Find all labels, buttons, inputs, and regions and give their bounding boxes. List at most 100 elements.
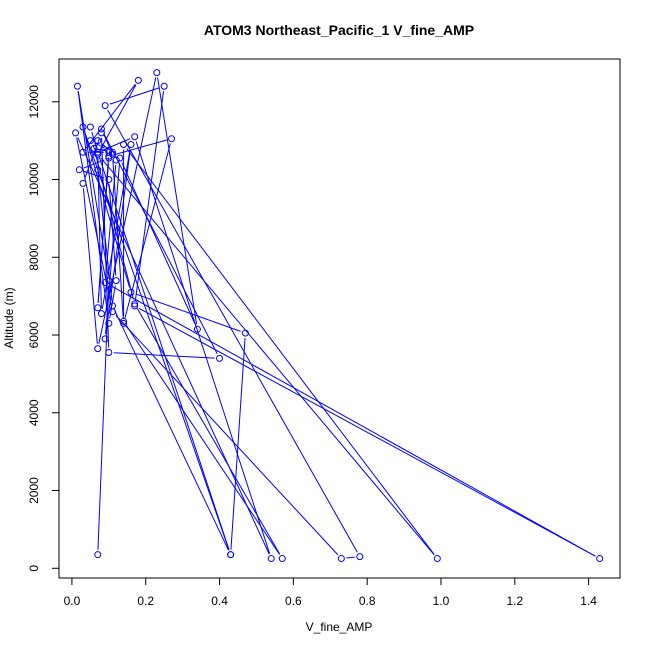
- series-segment: [135, 293, 241, 332]
- x-tick-label: 1.2: [506, 594, 523, 608]
- data-point: [105, 176, 113, 184]
- data-point: [73, 82, 81, 90]
- series-segment: [109, 285, 116, 319]
- series-segment: [126, 148, 435, 555]
- x-tick-label: 0.0: [64, 594, 81, 608]
- data-point: [105, 319, 113, 327]
- y-tick-label: 10000: [27, 163, 41, 197]
- data-point: [112, 156, 120, 164]
- x-tick-label: 1.4: [580, 594, 597, 608]
- data-point: [94, 345, 102, 353]
- data-point: [101, 102, 109, 110]
- series-segment: [77, 137, 270, 555]
- series-segment: [84, 137, 101, 179]
- series-segment: [124, 143, 171, 319]
- series-segment: [77, 91, 109, 276]
- x-tick-label: 0.8: [359, 594, 376, 608]
- data-point: [94, 137, 102, 145]
- x-tick-label: 0.4: [211, 594, 228, 608]
- data-point: [109, 308, 117, 316]
- y-tick-label: 4000: [27, 399, 41, 426]
- series-segment: [125, 325, 280, 555]
- data-point: [116, 154, 124, 162]
- data-point: [153, 69, 161, 77]
- y-tick-label: 6000: [27, 321, 41, 348]
- y-axis: 0 2000 4000 6000 8000 10000 12000: [27, 85, 60, 572]
- series-segment: [230, 338, 246, 550]
- data-point: [79, 123, 87, 131]
- series-segment: [76, 137, 112, 307]
- data-point: [216, 354, 224, 362]
- data-point: [356, 553, 364, 561]
- data-point: [134, 76, 142, 84]
- series-layer: [72, 69, 604, 563]
- series-segment: [113, 352, 215, 359]
- y-tick-label: 8000: [27, 244, 41, 271]
- series-segment: [109, 87, 160, 105]
- data-point: [337, 555, 345, 563]
- series-segment: [113, 139, 167, 156]
- series-segment: [97, 157, 102, 309]
- plot-frame: [58, 58, 621, 579]
- data-point: [105, 277, 113, 285]
- data-point: [168, 135, 176, 143]
- data-point: [105, 152, 113, 160]
- data-point: [94, 166, 102, 174]
- data-point: [278, 555, 286, 563]
- series-segment: [121, 162, 196, 325]
- series-segment: [109, 284, 596, 557]
- series-segment: [135, 141, 271, 554]
- data-point: [120, 319, 128, 327]
- series-segment: [115, 315, 339, 556]
- data-point: [72, 129, 80, 137]
- data-point: [127, 141, 135, 149]
- series-segment: [82, 188, 98, 344]
- data-point: [105, 349, 113, 357]
- data-point: [94, 304, 102, 312]
- series-segment: [138, 307, 596, 557]
- x-tick-label: 0.6: [285, 594, 302, 608]
- data-point: [433, 555, 441, 563]
- series-segment: [136, 307, 281, 555]
- data-point: [97, 310, 105, 318]
- data-point: [120, 141, 128, 149]
- data-point: [160, 82, 168, 90]
- data-point: [131, 133, 139, 141]
- data-point: [94, 551, 102, 559]
- data-point: [596, 555, 604, 563]
- chart-title: ATOM3 Northeast_Pacific_1 V_fine_AMP: [204, 22, 474, 38]
- x-tick-label: 0.2: [137, 594, 154, 608]
- series-segment: [346, 556, 355, 559]
- data-point: [131, 302, 139, 310]
- data-point: [86, 123, 94, 131]
- data-point: [79, 148, 87, 156]
- x-axis-title: V_fine_AMP: [306, 620, 373, 634]
- series-segment: [103, 133, 218, 355]
- data-point: [101, 335, 109, 343]
- y-axis-title: Altitude (m): [2, 287, 16, 348]
- data-point: [227, 551, 235, 559]
- data-point: [75, 166, 83, 174]
- data-point: [90, 144, 98, 152]
- series-segment: [84, 131, 230, 551]
- y-tick-label: 2000: [27, 477, 41, 504]
- data-point: [94, 148, 102, 156]
- data-point: [120, 317, 128, 325]
- x-tick-label: 1.0: [433, 594, 450, 608]
- series-segment: [101, 149, 131, 309]
- data-point: [86, 137, 94, 145]
- data-point: [193, 325, 201, 333]
- series-segment: [107, 109, 358, 553]
- y-tick-label: 12000: [27, 85, 41, 119]
- data-point: [131, 300, 139, 308]
- data-point: [112, 277, 120, 285]
- series-segment: [99, 84, 137, 151]
- data-point: [79, 179, 87, 187]
- data-point: [94, 150, 102, 158]
- data-point: [127, 288, 135, 296]
- series-segment: [157, 77, 198, 325]
- series-segment: [134, 91, 165, 301]
- y-tick-label: 0: [27, 565, 41, 572]
- data-point: [241, 329, 249, 337]
